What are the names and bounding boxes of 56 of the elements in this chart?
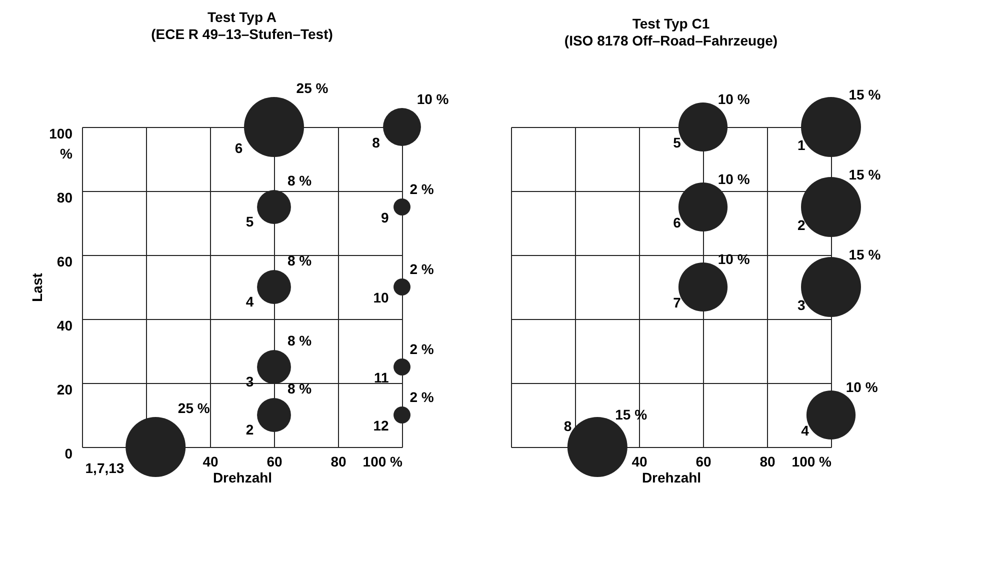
y-tick-label: 100 % xyxy=(49,126,74,162)
chart-subtitle: (ISO 8178 Off–Road–Fahrzeuge) xyxy=(564,32,778,49)
annotation: 6 xyxy=(673,214,682,231)
annotation: 11 xyxy=(374,369,390,386)
annotation: 2 % xyxy=(410,180,434,197)
annotation: 8 % xyxy=(287,380,312,397)
y-tick-label: 40 xyxy=(56,318,73,334)
x-axis-title: Drehzahl xyxy=(642,470,702,486)
annotation: 10 % xyxy=(718,170,750,187)
annotation: 2 xyxy=(798,216,806,233)
annotation: 5 xyxy=(673,134,682,151)
chart-title: Test Typ C1 xyxy=(632,16,710,32)
annotation: 7 xyxy=(673,294,682,311)
x-tick-label: 40 xyxy=(632,454,648,470)
y-tick-label: 0 xyxy=(64,446,73,462)
annotation: 10 % xyxy=(416,90,450,107)
annotation: 2 % xyxy=(410,260,434,277)
annotation: 2 % xyxy=(410,388,434,405)
x-tick-label: 40 xyxy=(202,454,218,470)
annotation: 8 % xyxy=(287,252,312,269)
annotation: 8 % xyxy=(287,332,312,349)
annotation: 2 % xyxy=(410,340,434,357)
chart-subtitle: (ECE R 49–13–Stufen–Test) xyxy=(151,26,333,42)
y-tick-label: 60 xyxy=(56,254,73,270)
annotation: 15 % xyxy=(848,166,882,183)
y-tick-label: 20 xyxy=(56,382,73,398)
chart-title: Test Typ A xyxy=(208,9,276,26)
x-tick-label: 60 xyxy=(266,454,282,470)
annotation: 6 xyxy=(234,140,243,156)
annotation: 8 xyxy=(372,134,380,151)
annotation: 10 xyxy=(373,289,390,306)
x-tick-label: 100 % xyxy=(362,454,404,470)
annotation: 1,7,13 xyxy=(85,460,124,476)
annotation: 2 xyxy=(246,422,254,438)
y-axis-title: Last xyxy=(29,272,46,302)
x-tick-label: 80 xyxy=(760,454,776,470)
annotation: 10 % xyxy=(846,378,878,395)
x-tick-label: 60 xyxy=(696,454,712,470)
annotation: 3 xyxy=(798,296,806,313)
x-tick-label: 100 % xyxy=(792,454,832,470)
annotation: 4 xyxy=(801,422,810,439)
x-tick-label: 80 xyxy=(330,454,346,470)
annotation: 12 xyxy=(373,417,390,434)
y-tick-label: 80 xyxy=(56,190,73,206)
annotation: 4 xyxy=(246,294,254,310)
annotation: 9 xyxy=(381,209,390,226)
annotation: 15 % xyxy=(848,246,882,263)
annotation: 1 xyxy=(798,136,806,153)
annotation: 5 xyxy=(246,214,254,230)
annotation: 8 % xyxy=(287,172,312,189)
annotation: 8 xyxy=(564,418,572,434)
annotation: 10 % xyxy=(718,90,750,107)
annotation: 25 % xyxy=(178,400,210,416)
annotation: 15 % xyxy=(848,86,882,103)
x-axis-title: Drehzahl xyxy=(212,470,272,486)
annotation: 25 % xyxy=(296,80,329,96)
